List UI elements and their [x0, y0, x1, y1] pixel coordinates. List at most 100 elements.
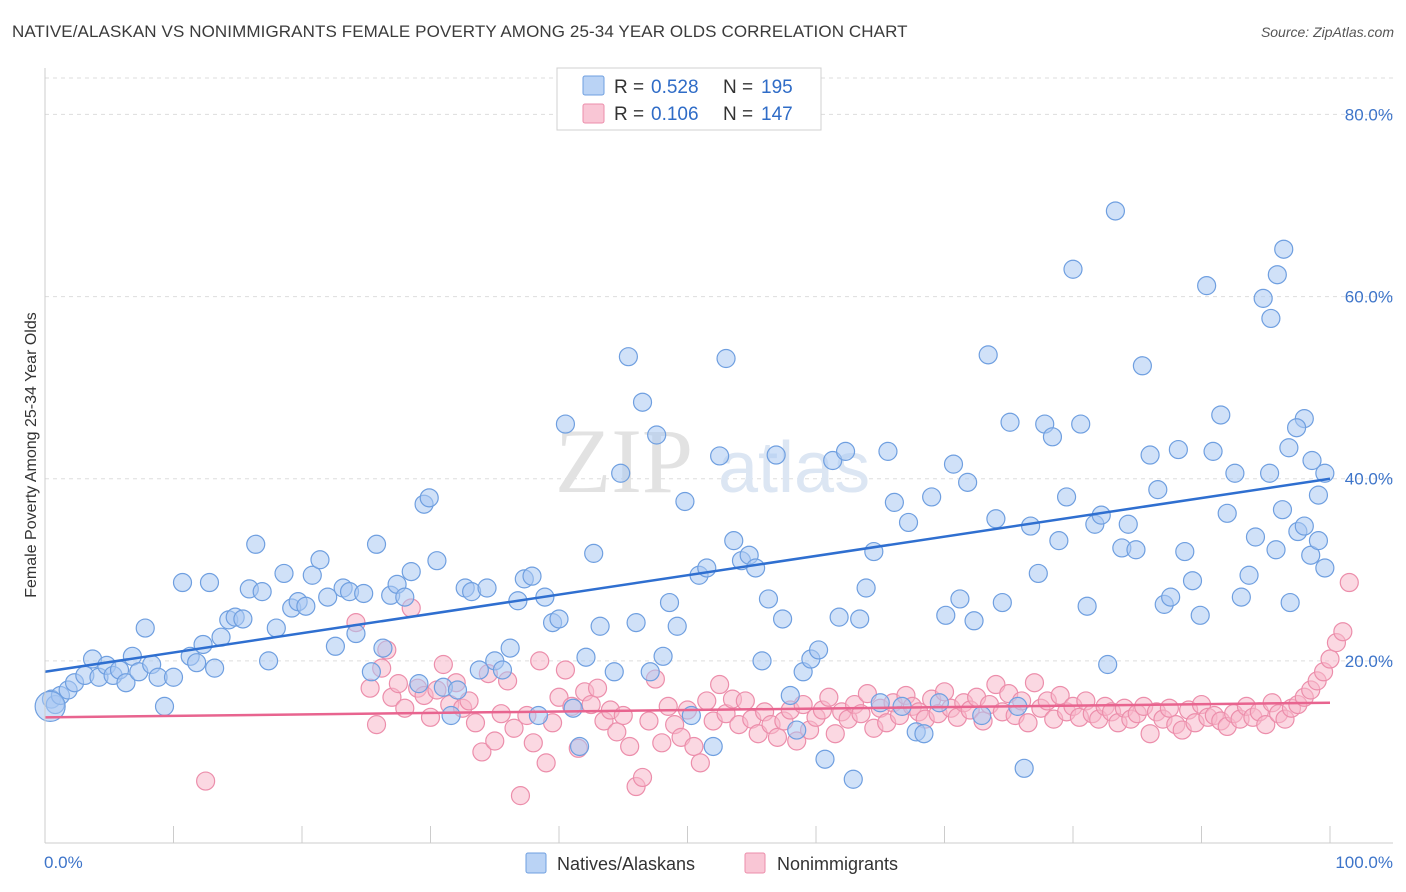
nonimmigrants-point [530, 651, 550, 671]
natives-point [1063, 259, 1083, 279]
natives-point [716, 348, 736, 369]
natives-point [361, 662, 381, 682]
natives-point [1105, 201, 1126, 221]
natives-point [1118, 514, 1138, 534]
natives-point [401, 562, 421, 582]
natives-point [843, 769, 863, 789]
natives-point [884, 492, 904, 512]
natives-point [555, 414, 576, 434]
watermark-atlas: atlas [718, 428, 870, 508]
y-tick-labels: 20.0% 40.0% 60.0% 80.0% [1345, 105, 1393, 670]
natives-point [395, 587, 415, 607]
natives-point [34, 690, 66, 722]
natives-point [1148, 480, 1168, 500]
nonimmigrants-point [587, 678, 608, 698]
natives-point [1197, 276, 1217, 296]
nonimmigrants-point [639, 711, 659, 731]
nonimmigrants-point [1320, 649, 1340, 669]
natives-point [611, 463, 631, 483]
bottom-legend-label-nonimmigrants: Nonimmigrants [777, 854, 898, 874]
natives-point [950, 589, 970, 609]
natives-point [427, 551, 447, 571]
y-axis-label: Female Poverty Among 25-34 Year Olds [23, 312, 40, 598]
natives-point [447, 680, 468, 700]
natives-point [172, 572, 193, 593]
y-tick-label-80: 80.0% [1345, 105, 1393, 124]
natives-point [252, 582, 272, 602]
natives-point [569, 736, 590, 757]
natives-point [1140, 445, 1160, 465]
natives-point [477, 578, 497, 598]
trend-lines [44, 477, 1331, 719]
y-tick-label-40: 40.0% [1345, 470, 1393, 489]
nonimmigrants-point [1159, 698, 1179, 718]
natives-point [815, 749, 835, 769]
x-tick-label-max: 100.0% [1335, 853, 1393, 872]
natives-point [1211, 405, 1231, 425]
natives-point [1161, 587, 1181, 607]
natives-point [1042, 427, 1063, 447]
natives-point [1168, 439, 1188, 460]
natives-point [500, 638, 520, 658]
trend-line-natives [44, 477, 1331, 674]
natives-point [1049, 531, 1069, 551]
watermark-zip: ZIP [555, 410, 693, 512]
natives-point [929, 693, 949, 713]
natives-point [780, 685, 800, 706]
nonimmigrants-point [465, 713, 486, 733]
natives-point [1071, 414, 1091, 434]
natives-point [829, 607, 849, 627]
natives-point [1308, 531, 1329, 551]
natives-point [274, 563, 294, 584]
natives-point [310, 550, 330, 570]
nonimmigrants-point [1024, 673, 1045, 693]
natives-point [163, 667, 184, 687]
natives-point [758, 589, 779, 609]
natives-point [1203, 441, 1223, 461]
natives-point [528, 705, 549, 726]
legend-swatch-blue [582, 75, 605, 96]
legend: R = 0.528 N = 195 R = 0.106 N = 147 [556, 67, 822, 131]
natives-point [1126, 540, 1146, 560]
source-label: Source: ZipAtlas.com [1260, 24, 1394, 40]
bottom-legend-swatch-nonimmigrants [744, 852, 766, 874]
y-tick-label-60: 60.0% [1345, 288, 1393, 307]
nonimmigrants-point [196, 771, 216, 791]
natives-point [1020, 516, 1041, 536]
natives-point [441, 705, 461, 726]
natives-point [296, 596, 316, 616]
natives-point [1175, 541, 1195, 562]
natives-point [618, 347, 638, 367]
natives-point [1098, 654, 1118, 675]
legend-n-value-1: 147 [761, 104, 793, 125]
natives-point [302, 565, 322, 585]
bottom-legend-swatch-natives [525, 852, 547, 874]
natives-point [193, 634, 213, 655]
nonimmigrants-point [710, 674, 730, 695]
nonimmigrants-point [1018, 713, 1038, 733]
natives-point [808, 640, 829, 660]
natives-point [986, 509, 1006, 529]
nonimmigrants-point [504, 718, 524, 738]
natives-point [914, 724, 934, 744]
natives-point [640, 662, 660, 682]
natives-point [936, 605, 956, 625]
nonimmigrants-point [767, 727, 788, 747]
natives-point [667, 616, 687, 636]
natives-point [992, 592, 1012, 613]
legend-r-label-1: R = [614, 104, 644, 125]
natives-point [1266, 540, 1286, 560]
legend-n-label-1: N = [723, 104, 753, 125]
natives-point [659, 592, 680, 613]
natives-point [972, 705, 992, 726]
natives-point [710, 446, 730, 466]
natives-point [898, 512, 919, 533]
nonimmigrants-point [360, 678, 380, 698]
natives-point [1286, 418, 1307, 438]
nonimmigrants-point [697, 691, 717, 711]
natives-point [746, 558, 766, 578]
nonimmigrants-point [819, 687, 839, 707]
natives-point [1077, 596, 1097, 616]
natives-point [266, 618, 286, 638]
